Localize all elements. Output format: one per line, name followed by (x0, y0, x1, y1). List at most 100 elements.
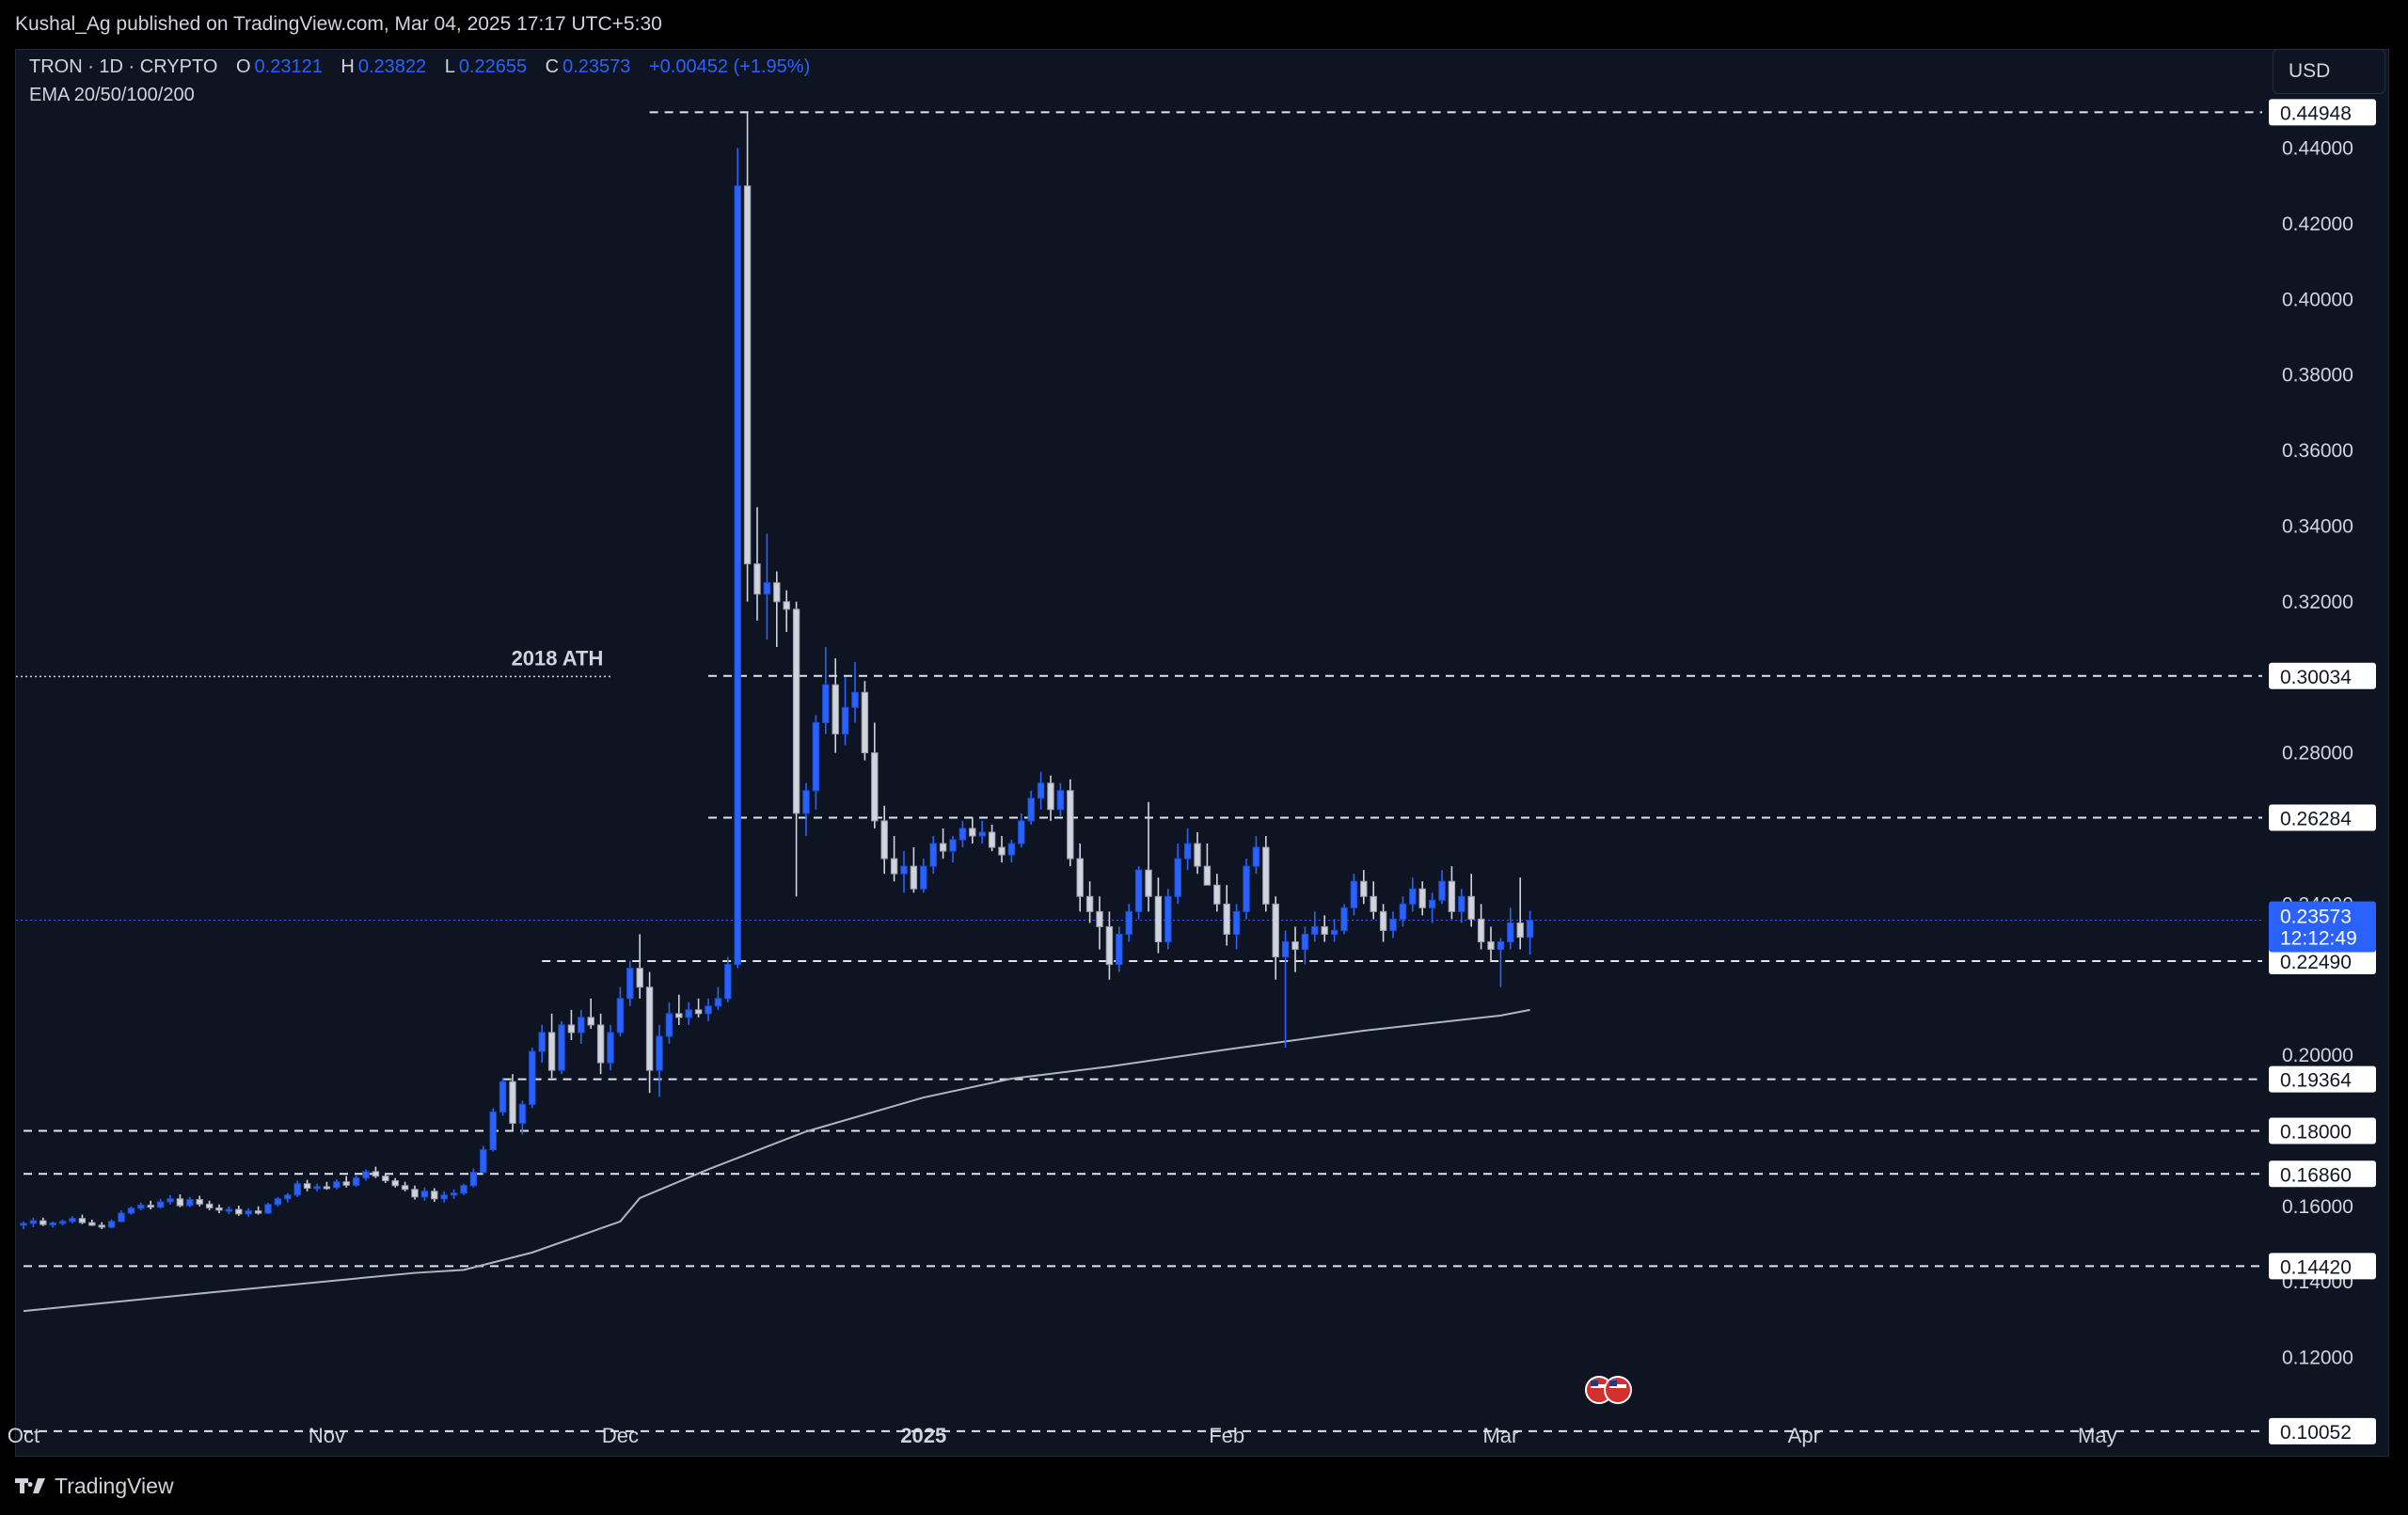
candle-body (1223, 903, 1230, 935)
candle-body (694, 1009, 703, 1015)
candle-body (440, 1194, 448, 1200)
candle-body (1291, 941, 1299, 951)
candle-body (450, 1192, 458, 1196)
level-badge-label: 0.14420 (2280, 1256, 2352, 1278)
candle-body (196, 1199, 203, 1205)
candle-body (958, 828, 967, 841)
candle-body (812, 721, 820, 792)
candle-body (1497, 941, 1505, 951)
candle-body (509, 1081, 516, 1124)
level-badge (2269, 99, 2376, 126)
candle-body (1018, 820, 1025, 844)
level-badge (2269, 1417, 2376, 1444)
candle-body (753, 563, 761, 595)
footer-brand-text: TradingView (55, 1473, 174, 1498)
close-value: 0.23573 (562, 56, 631, 77)
candle-body (1418, 888, 1426, 908)
us-flag-event-icon (1591, 1381, 1598, 1386)
time-tick-label: Mar (1482, 1424, 1518, 1447)
candle-body (254, 1210, 262, 1214)
candle-body (401, 1185, 409, 1191)
candle-body (313, 1186, 321, 1190)
candle-body (1145, 869, 1152, 897)
candle-body (489, 1111, 497, 1151)
currency-button[interactable]: USD (2273, 49, 2385, 94)
candle-body (714, 998, 722, 1007)
level-badge (2269, 1160, 2376, 1188)
candle-body (1272, 903, 1279, 958)
candle-body (284, 1194, 292, 1200)
candle-body (792, 608, 800, 814)
candle-body (596, 1024, 605, 1064)
price-tick-label: 0.32000 (2282, 592, 2353, 613)
candle-body (1389, 918, 1397, 931)
candle-body (607, 1032, 614, 1064)
level-badge (2269, 1117, 2376, 1144)
candle-body (29, 1220, 38, 1224)
candle-body (127, 1207, 135, 1214)
candle-body (1477, 918, 1485, 943)
symbol-name[interactable]: TRON · 1D · CRYPTO (29, 56, 218, 77)
candle-body (861, 691, 869, 754)
candle-body (743, 185, 752, 565)
footer-brand[interactable]: TradingView (15, 1469, 174, 1503)
candle-body (78, 1218, 87, 1223)
candle-body (1428, 899, 1436, 908)
candle-body (763, 582, 771, 595)
candle-body (1379, 910, 1387, 931)
candle-body (1321, 925, 1328, 935)
candle-body (1047, 782, 1054, 811)
candle-body (1037, 782, 1045, 799)
candle-body (626, 968, 634, 1000)
candle-body (137, 1205, 145, 1209)
candle-body (1096, 910, 1103, 927)
candle-body (69, 1218, 76, 1223)
level-badge-label: 0.44948 (2280, 103, 2352, 124)
candle-body (1056, 790, 1065, 811)
candle-body (665, 1013, 673, 1037)
candle-body (215, 1207, 223, 1211)
open-value: 0.23121 (254, 56, 323, 77)
level-badge (2269, 947, 2376, 974)
candle-body (1125, 910, 1133, 935)
candle-body (1516, 922, 1524, 939)
candle-body (1183, 843, 1192, 860)
time-tick-label: Nov (309, 1424, 345, 1447)
candle-body (1340, 907, 1348, 931)
level-badge (2269, 662, 2376, 689)
countdown-label: 12:12:49 (2280, 927, 2357, 949)
level-badge (2269, 804, 2376, 831)
candle-body (1194, 843, 1201, 867)
candle-body (1409, 888, 1417, 905)
indicator-label[interactable]: EMA 20/50/100/200 (29, 85, 195, 105)
candle-body (420, 1191, 429, 1198)
level-badge (2269, 1253, 2376, 1280)
candle-body (1350, 880, 1358, 908)
candle-body (518, 1103, 527, 1124)
candle-body (1330, 929, 1339, 935)
candle-body (1438, 880, 1446, 901)
candle-body (352, 1177, 360, 1186)
price-tick-label: 0.16000 (2282, 1196, 2353, 1218)
chart-frame[interactable] (15, 49, 2389, 1457)
candle-body (685, 1009, 692, 1018)
candle-body (988, 831, 996, 848)
candle-body (705, 1005, 712, 1015)
candle-body (1507, 922, 1514, 943)
candle-body (372, 1171, 380, 1177)
candle-body (1281, 941, 1290, 958)
candle-body (538, 1032, 546, 1052)
candle-body (802, 790, 810, 814)
candle-body (734, 185, 741, 966)
candle-body (274, 1198, 282, 1206)
candle-body (264, 1204, 272, 1214)
candle-body (235, 1208, 243, 1215)
candle-body (166, 1198, 174, 1203)
last-price-badge (2269, 901, 2376, 953)
candle-body (841, 706, 849, 734)
time-tick-label: Apr (1788, 1424, 1820, 1447)
candle-body (616, 998, 625, 1034)
candle-body (1301, 933, 1309, 951)
candle-body (205, 1203, 214, 1208)
